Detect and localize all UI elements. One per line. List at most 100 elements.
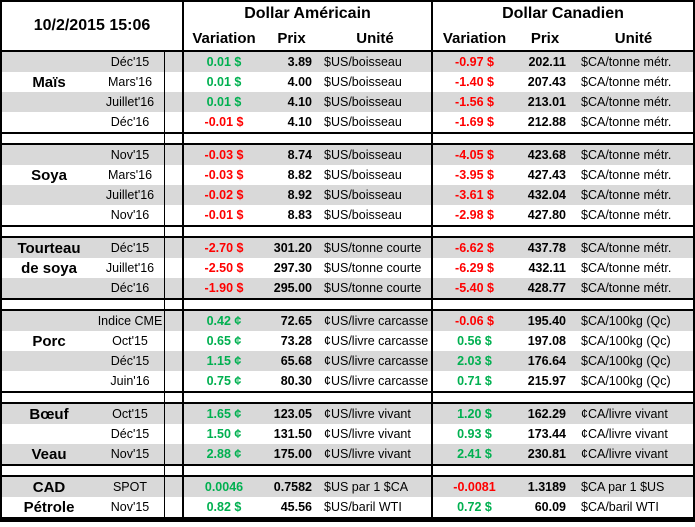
cad-unit-label: $CA/tonne métr. — [581, 148, 672, 162]
contract-month: Déc'15 — [110, 55, 150, 69]
table-body: Déc'15 0.01 $ 3.89 $US/boisseau -0.97 $ 202.1… — [2, 52, 693, 517]
contract-month: Nov'15 — [110, 500, 150, 514]
separator-cell — [96, 393, 164, 402]
separator-cell — [264, 300, 319, 309]
usd-variation-value: 1.50 ¢ — [182, 424, 264, 444]
table-row: Tourteau Déc'15 -2.70 $ 301.20 $US/tonne cou… — [2, 238, 693, 258]
table-row: Nov'16 -0.01 $ 8.83 $US/boisseau -2.98 $ 427.… — [2, 205, 693, 225]
spacer-cell — [164, 331, 182, 351]
usd-variation-value: 1.15 ¢ — [182, 351, 264, 371]
table-row: Maïs Mars'16 0.01 $ 4.00 $US/boisseau -1.40 $… — [2, 72, 693, 92]
cad-price-value: 427.43 — [527, 168, 566, 182]
cad-variation-column-header: Variation — [442, 29, 507, 47]
contract-month: Juillet'16 — [105, 188, 155, 202]
usd-variation-value: 0.42 ¢ — [182, 311, 264, 331]
cad-price-value: 202.11 — [528, 55, 566, 69]
contract-month: Mars'16 — [107, 168, 153, 182]
usd-price-value: 295.00 — [273, 281, 312, 295]
usd-price-value: 0.7582 — [273, 480, 312, 494]
spacer-cell — [164, 477, 182, 497]
report-timestamp: 10/2/2015 15:06 — [33, 17, 151, 34]
usd-price-value: 8.92 — [287, 188, 312, 202]
cad-unit-label: $CA/tonne métr. — [581, 188, 672, 202]
spacer-cell — [164, 311, 182, 331]
cad-unit-label: $CA/tonne métr. — [581, 241, 672, 255]
commodity-label: Bœuf — [29, 405, 69, 423]
usd-variation-value: -0.03 $ — [182, 145, 264, 165]
commodity-block: Indice CME 0.42 ¢ 72.65 ¢US/livre carcasse -… — [2, 309, 693, 393]
separator-cell — [2, 466, 96, 475]
usd-variation-value: -0.02 $ — [182, 185, 264, 205]
separator-cell — [2, 227, 96, 236]
separator-cell — [319, 466, 431, 475]
commodity-block: Nov'15 -0.03 $ 8.74 $US/boisseau -4.05 $ 423.… — [2, 143, 693, 227]
separator-cell — [182, 227, 264, 236]
commodity-label — [2, 112, 96, 132]
group-separator — [2, 466, 693, 475]
spacer-cell — [164, 238, 182, 258]
cad-unit-label: $CA/100kg (Qc) — [581, 374, 671, 388]
separator-cell — [516, 466, 574, 475]
separator-cell — [2, 300, 96, 309]
usd-unite-column-header: Unité — [356, 29, 394, 47]
separator-cell — [431, 300, 516, 309]
usd-unit-label: $US/boisseau — [324, 148, 402, 162]
usd-unit-label: $US/boisseau — [324, 115, 402, 129]
cad-variation-value: -1.69 $ — [431, 112, 516, 132]
spacer-cell — [164, 258, 182, 278]
usd-variation-value: 0.01 $ — [182, 92, 264, 112]
cad-unit-label: $CA/100kg (Qc) — [581, 334, 671, 348]
cad-variation-value: -4.05 $ — [431, 145, 516, 165]
commodity-label: Tourteau — [17, 239, 81, 257]
usd-price-value: 8.82 — [287, 168, 312, 182]
table-row: Juillet'16 -0.02 $ 8.92 $US/boisseau -3.61 $… — [2, 185, 693, 205]
cad-unit-label: $CA/tonne métr. — [581, 168, 672, 182]
cad-variation-value: -1.56 $ — [431, 92, 516, 112]
separator-cell — [182, 300, 264, 309]
table-row: Pétrole Nov'15 0.82 $ 45.56 $US/baril WTI 0.7… — [2, 497, 693, 517]
separator-cell — [96, 300, 164, 309]
commodity-label — [2, 205, 96, 225]
separator-cell — [319, 134, 431, 143]
commodity-label — [2, 371, 96, 391]
usd-variation-value: 0.01 $ — [182, 52, 264, 72]
usd-price-value: 131.50 — [273, 427, 312, 441]
separator-cell — [182, 466, 264, 475]
spacer-cell — [164, 351, 182, 371]
contract-month: Juillet'16 — [105, 95, 155, 109]
contract-month: Mars'16 — [107, 75, 153, 89]
usd-variation-value: -0.03 $ — [182, 165, 264, 185]
usd-unit-label: ¢US/livre carcasse — [324, 374, 429, 388]
cad-unit-label: ¢CA/livre vivant — [581, 427, 668, 441]
table-row: Déc'16 -1.90 $ 295.00 $US/tonne courte -5.40… — [2, 278, 693, 298]
cad-price-value: 427.80 — [527, 208, 566, 222]
commodity-label — [2, 278, 96, 298]
table-row: CAD SPOT 0.0046 0.7582 $US par 1 $CA -0.0081 1… — [2, 477, 693, 497]
contract-month: Juillet'16 — [105, 261, 155, 275]
separator-cell — [2, 393, 96, 402]
cad-unit-label: $CA/100kg (Qc) — [581, 314, 671, 328]
usd-price-value: 45.56 — [280, 500, 312, 514]
cad-unit-label: $CA/tonne métr. — [581, 115, 672, 129]
cad-price-value: 230.81 — [527, 447, 566, 461]
contract-month: Nov'15 — [110, 447, 150, 461]
contract-month: Déc'15 — [110, 427, 150, 441]
usd-price-value: 4.00 — [287, 75, 312, 89]
table-row: Déc'16 -0.01 $ 4.10 $US/boisseau -1.69 $ 212.… — [2, 112, 693, 132]
cad-variation-value: 2.41 $ — [431, 444, 516, 464]
usd-unit-label: ¢US/livre vivant — [324, 447, 411, 461]
separator-cell — [2, 134, 96, 143]
usd-unit-label: ¢US/livre carcasse — [324, 314, 429, 328]
separator-cell — [431, 466, 516, 475]
commodity-label — [2, 351, 96, 371]
cad-unit-label: $CA par 1 $US — [581, 480, 665, 494]
table-row: Veau Nov'15 2.88 ¢ 175.00 ¢US/livre vivant 2.… — [2, 444, 693, 464]
cad-unit-label: ¢CA/livre vivant — [581, 407, 668, 421]
commodity-label — [2, 92, 96, 112]
separator-cell — [319, 227, 431, 236]
contract-month: Déc'15 — [110, 241, 150, 255]
commodity-label — [2, 185, 96, 205]
cad-variation-value: -1.40 $ — [431, 72, 516, 92]
commodity-label: Soya — [31, 166, 67, 184]
cad-unit-label: $CA/100kg (Qc) — [581, 354, 671, 368]
